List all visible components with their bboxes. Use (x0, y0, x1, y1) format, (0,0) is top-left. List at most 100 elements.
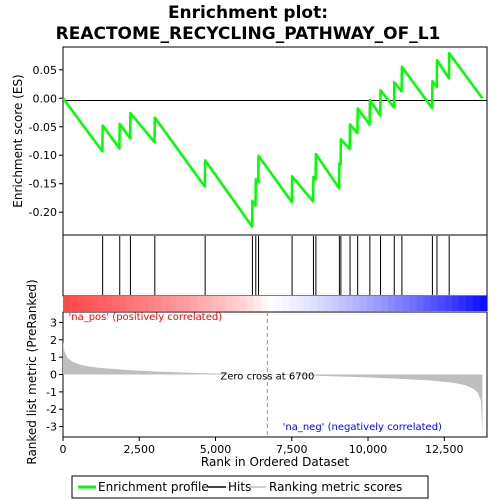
metric-y-tick-label: 0 (50, 369, 57, 382)
metric-x-tick-label: 7,500 (276, 443, 308, 456)
band-segment (289, 296, 297, 311)
band-segment (381, 296, 389, 311)
band-segment (444, 296, 453, 311)
band-segment (359, 296, 368, 311)
band-segment (218, 296, 227, 311)
band-segment (317, 296, 326, 311)
band-segment (105, 296, 114, 311)
band-segment (211, 296, 220, 311)
metric-x-axis-ticks: 0 2,500 5,000 7,500 10,000 12,500 (60, 437, 464, 456)
positive-correlation-label: 'na_pos' (positively correlated) (68, 312, 222, 323)
hits-panel-frame (62, 234, 488, 297)
band-segment (176, 296, 184, 311)
band-segment (169, 296, 177, 311)
band-segment (479, 296, 488, 311)
band-segment (84, 296, 92, 311)
metric-x-tick-label: 0 (60, 443, 67, 456)
plot-title-line2: REACTOME_RECYCLING_PATHWAY_OF_L1 (56, 24, 441, 44)
metric-y-tick-label: -1 (46, 386, 57, 399)
band-segment (91, 296, 99, 311)
legend: Enrichment profile Hits Ranking metric s… (71, 475, 429, 499)
metric-y-tick-label: 3 (50, 316, 57, 329)
metric-y-tick-label: -2 (46, 403, 57, 416)
band-segment (147, 296, 156, 311)
band-segment (253, 296, 262, 311)
es-y-tick-label: -0.15 (29, 178, 57, 191)
es-y-tick-label: -0.20 (29, 206, 57, 219)
band-segment (423, 296, 432, 311)
band-segment (260, 296, 269, 311)
band-segment (98, 296, 106, 311)
band-segment (345, 296, 354, 311)
metric-x-tick-label: 5,000 (200, 443, 232, 456)
metric-x-tick-label: 12,500 (425, 443, 464, 456)
legend-ranking-label: Ranking metric scores (269, 480, 402, 494)
band-segment (472, 296, 481, 311)
legend-enrichment-label: Enrichment profile (98, 480, 209, 494)
band-segment (310, 296, 318, 311)
band-segment (465, 296, 474, 311)
band-segment (366, 296, 375, 311)
band-segment (395, 296, 403, 311)
band-segment (267, 296, 276, 311)
band-segment (430, 296, 439, 311)
metric-y-axis-ticks: 3 2 1 0 -1 -2 -3 (46, 316, 63, 434)
band-segment (402, 296, 410, 311)
es-y-tick-label: 0.00 (33, 92, 58, 105)
correlation-color-band (63, 296, 488, 311)
band-segment (388, 296, 396, 311)
band-segment (133, 296, 142, 311)
metric-y-axis-label: Ranked list metric (PreRanked) (25, 279, 39, 464)
band-segment (161, 296, 170, 311)
negative-correlation-label: 'na_neg' (negatively correlated) (283, 422, 442, 433)
band-segment (416, 296, 424, 311)
band-segment (140, 296, 149, 311)
metric-x-tick-label: 10,000 (349, 443, 388, 456)
band-segment (119, 296, 128, 311)
band-segment (409, 296, 417, 311)
band-segment (451, 296, 460, 311)
metric-panel: Zero cross at 6700 'na_pos' (positively … (25, 279, 488, 469)
band-segment (282, 296, 290, 311)
metric-y-tick-label: 1 (50, 351, 57, 364)
es-y-tick-label: 0.05 (33, 64, 58, 77)
es-y-axis-ticks: 0.05 0.00 -0.05 -0.10 -0.15 -0.20 (29, 64, 63, 219)
band-segment (183, 296, 191, 311)
metric-x-tick-label: 2,500 (124, 443, 156, 456)
band-segment (331, 296, 340, 311)
band-segment (338, 296, 347, 311)
band-segment (232, 296, 241, 311)
es-panel-frame (62, 46, 488, 236)
hits-panel (62, 234, 488, 297)
es-panel: 0.05 0.00 -0.05 -0.10 -0.15 -0.20 Enrichment … (11, 46, 488, 236)
band-segment (324, 296, 333, 311)
metric-x-axis-label: Rank in Ordered Dataset (201, 455, 349, 469)
es-y-axis-label: Enrichment score (ES) (11, 74, 25, 207)
band-segment (373, 296, 382, 311)
band-segment (63, 296, 71, 311)
band-segment (458, 296, 467, 311)
legend-hits-label: Hits (228, 480, 251, 494)
band-segment (154, 296, 163, 311)
band-segment (112, 296, 121, 311)
es-y-tick-label: -0.05 (29, 121, 57, 134)
zero-cross-label: Zero cross at 6700 (220, 372, 314, 383)
plot-title-line1: Enrichment plot: (168, 3, 328, 23)
enrichment-profile-line (61, 52, 484, 228)
metric-y-tick-label: -3 (46, 421, 57, 434)
band-segment (126, 296, 135, 311)
es-y-tick-label: -0.10 (29, 149, 57, 162)
band-segment (296, 296, 304, 311)
hit-markers (102, 236, 450, 295)
band-segment (239, 296, 248, 311)
band-segment (204, 296, 212, 311)
band-segment (437, 296, 446, 311)
metric-y-tick-label: 2 (50, 334, 57, 347)
band-segment (190, 296, 198, 311)
band-segment (303, 296, 311, 311)
band-segment (70, 296, 78, 311)
band-segment (246, 296, 255, 311)
band-segment (275, 296, 283, 311)
band-segment (77, 296, 85, 311)
band-segment (352, 296, 361, 311)
